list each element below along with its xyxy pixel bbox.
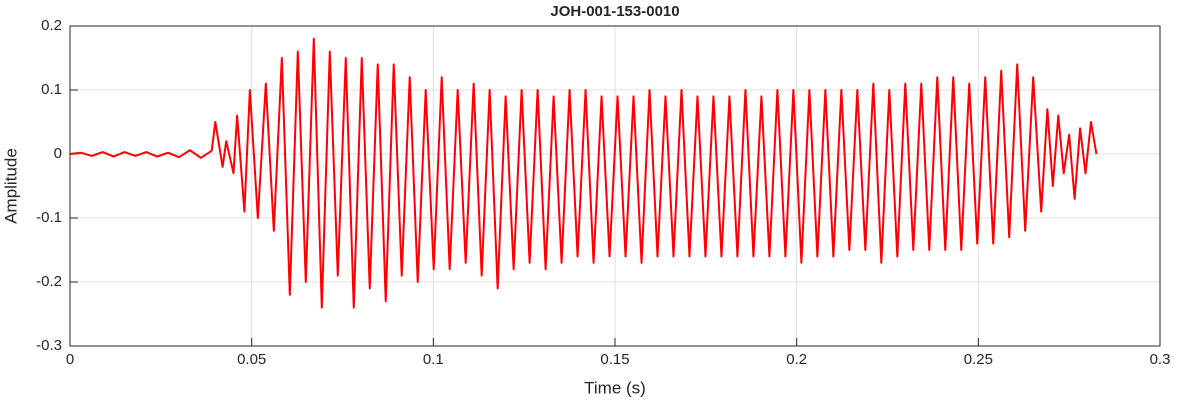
x-tick-label: 0.2: [786, 351, 807, 368]
x-tick-label: 0.25: [964, 351, 993, 368]
waveform-line: [69, 37, 1098, 309]
x-tick-label: 0: [66, 351, 74, 368]
y-tick-label: -0.1: [36, 209, 62, 226]
y-tick-label: -0.3: [36, 337, 62, 354]
chart-title: JOH-001-153-0010: [550, 3, 679, 20]
y-tick-label: 0.1: [41, 81, 62, 98]
x-tick-label: 0.05: [237, 351, 266, 368]
plot-frame: [69, 25, 1161, 347]
x-tick-label: 0.15: [600, 351, 629, 368]
x-axis-label: Time (s): [584, 378, 646, 397]
y-axis-label: Amplitude: [1, 148, 20, 224]
y-tick-label: -0.2: [36, 273, 62, 290]
y-tick-label: 0.2: [41, 17, 62, 34]
x-tick-label: 0.1: [423, 351, 444, 368]
x-tick-label: 0.3: [1150, 351, 1171, 368]
y-tick-label: 0: [54, 145, 62, 162]
